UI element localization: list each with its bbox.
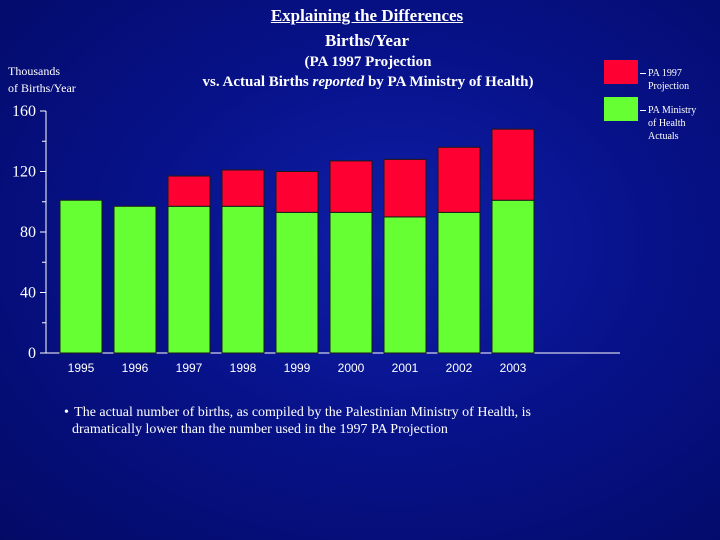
y-axis-title-line2: of Births/Year — [8, 81, 76, 95]
y-tick-label-80: 80 — [20, 224, 36, 241]
legend-swatch-projection — [604, 60, 638, 84]
bar-projection-1999 — [275, 171, 319, 213]
chart-subtitle: (PA 1997 Projection vs. Actual Births re… — [150, 52, 586, 92]
chart-subtitle-line2: vs. Actual Births reported by PA Ministr… — [150, 72, 586, 92]
y-axis-title-line1: Thousands — [8, 64, 60, 78]
x-tick-label-1996: 1996 — [122, 361, 149, 375]
note-line2: dramatically lower than the number used … — [72, 422, 448, 437]
legend-swatch-actuals — [604, 97, 638, 121]
x-tick-label-2000: 2000 — [338, 361, 365, 375]
legend-label-actuals-line1: PA Ministry — [648, 105, 697, 116]
bar-actuals-2001 — [383, 216, 427, 354]
bar-projection-2003 — [491, 128, 535, 201]
bar-projection-2000 — [329, 160, 373, 213]
bar-projection-2002 — [437, 146, 481, 213]
x-tick-label-2002: 2002 — [446, 361, 473, 375]
slide-title: Explaining the Differences — [270, 6, 464, 25]
legend-label-projection-line1: PA 1997 — [648, 68, 682, 79]
legend-dash-projection — [640, 73, 646, 74]
chart-subtitle-prefix: vs. Actual Births — [202, 74, 313, 90]
bullet-marker: • — [64, 405, 69, 420]
bullet-note: • The actual number of births, as compil… — [64, 404, 624, 438]
bar-actuals-1996 — [113, 205, 157, 354]
bar-actuals-2000 — [329, 211, 373, 354]
bar-actuals-1999 — [275, 211, 319, 354]
legend-label-projection-line2: Projection — [648, 81, 690, 92]
x-tick-label-1999: 1999 — [284, 361, 311, 375]
slide-subtitle: Births/Year — [324, 31, 410, 50]
legend-label-actuals-line2: of Health — [648, 118, 686, 129]
x-tick-label-2001: 2001 — [392, 361, 419, 375]
legend-dash-actuals — [640, 110, 646, 111]
bar-actuals-1997 — [167, 205, 211, 354]
bar-actuals-2003 — [491, 199, 535, 354]
legend-label-actuals: PA Ministry of Health Actuals — [648, 104, 718, 143]
y-tick-label-160: 160 — [12, 103, 36, 120]
bar-actuals-1998 — [221, 205, 265, 354]
x-tick-label-1998: 1998 — [230, 361, 257, 375]
x-tick-label-1997: 1997 — [176, 361, 203, 375]
x-tick-label-1995: 1995 — [68, 361, 95, 375]
bar-projection-1997 — [167, 175, 211, 207]
y-tick-label-0: 0 — [28, 345, 36, 362]
legend-label-projection: PA 1997 Projection — [648, 67, 718, 93]
bar-actuals-2002 — [437, 211, 481, 354]
y-tick-label-120: 120 — [12, 164, 36, 181]
bar-projection-1998 — [221, 169, 265, 207]
y-tick-label-40: 40 — [20, 285, 36, 302]
bar-actuals-1995 — [59, 199, 103, 354]
legend-label-actuals-line3: Actuals — [648, 131, 679, 142]
chart-subtitle-suffix: by PA Ministry of Health) — [364, 74, 534, 90]
chart-subtitle-emphasis: reported — [312, 74, 365, 90]
y-axis-title: Thousands of Births/Year — [8, 63, 76, 97]
chart-subtitle-line1: (PA 1997 Projection — [304, 54, 432, 70]
note-line1: The actual number of births, as compiled… — [74, 405, 532, 420]
bar-projection-2001 — [383, 158, 427, 218]
x-tick-label-2003: 2003 — [500, 361, 527, 375]
